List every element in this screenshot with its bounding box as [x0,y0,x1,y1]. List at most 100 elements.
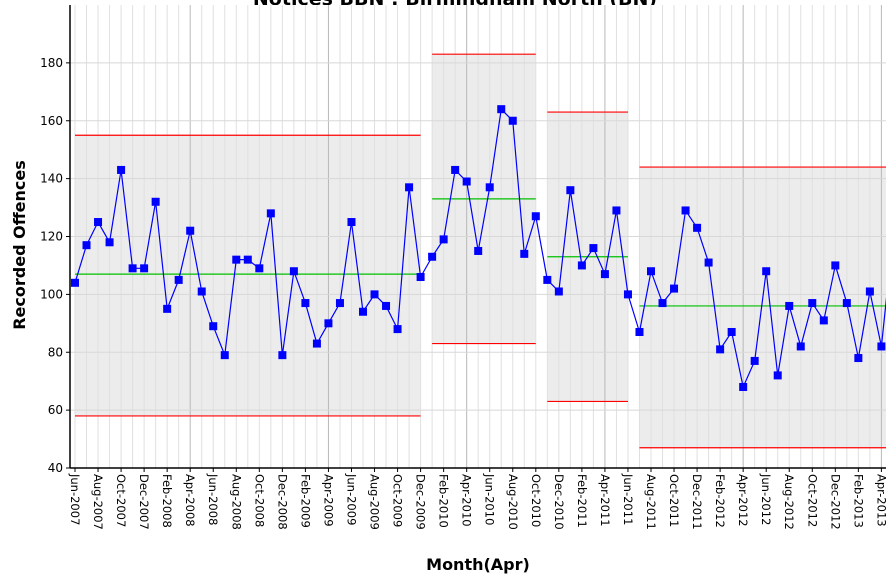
data-point [255,264,264,273]
x-tick-label: Aug-2007 [91,474,105,530]
x-tick-label: Oct-2009 [391,474,405,527]
data-point [405,183,414,192]
x-tick-label: Oct-2012 [805,474,819,527]
data-point [739,382,748,391]
data-point [693,223,702,232]
data-point [117,165,126,174]
x-tick-label: Jun-2007 [68,473,82,525]
data-point [428,252,437,261]
data-point [416,273,425,282]
data-point [128,264,137,273]
x-tick-label: Aug-2010 [506,474,520,530]
data-point [324,319,333,328]
data-point [347,218,356,227]
x-tick-label: Oct-2011 [667,474,681,527]
data-point [209,322,218,331]
data-point [462,177,471,186]
data-point [508,116,517,125]
data-point [82,241,91,250]
y-tick-label: 180 [40,56,63,70]
x-tick-label: Feb-2012 [713,474,727,528]
x-tick-label: Jun-2008 [206,473,220,525]
data-point [566,186,575,195]
data-point [543,275,552,284]
data-point [716,345,725,354]
data-point [140,264,149,273]
data-point [312,339,321,348]
data-point [243,255,252,264]
data-point [186,226,195,235]
data-point [704,258,713,267]
x-tick-label: Jun-2011 [621,473,635,525]
x-tick-label: Apr-2009 [321,474,335,527]
x-tick-label: Feb-2013 [851,474,865,528]
data-point [474,246,483,255]
x-tick-label: Apr-2011 [598,474,612,527]
x-tick-label: Aug-2008 [229,474,243,530]
x-tick-label: Feb-2011 [575,474,589,528]
data-point [589,244,598,253]
data-point [727,327,736,336]
data-point [520,249,529,258]
x-tick-label: Aug-2009 [368,474,382,530]
data-point [393,325,402,334]
x-tick-label: Dec-2011 [690,474,704,530]
data-point [647,267,655,276]
data-point [796,342,805,351]
y-tick-label: 60 [48,403,63,417]
data-point [842,299,851,308]
y-axis-title: Recorded Offences [10,160,29,330]
data-point [220,351,229,360]
y-tick-label: 40 [48,461,63,475]
x-tick-label: Feb-2009 [298,474,312,528]
data-point [819,316,828,325]
x-tick-label: Dec-2010 [552,474,566,530]
data-point [635,327,644,336]
data-point [335,299,344,308]
x-tick-label: Oct-2008 [252,474,266,527]
data-point [773,371,782,380]
x-tick-label: Apr-2012 [736,474,750,527]
data-point [382,301,391,310]
data-point [278,351,287,360]
x-tick-label: Dec-2008 [275,474,289,530]
x-tick-label: Apr-2008 [183,474,197,527]
x-tick-label: Oct-2007 [114,474,128,527]
data-point [163,304,172,313]
data-point [577,261,586,270]
y-tick-label: 160 [40,114,63,128]
y-tick-label: 80 [48,345,63,359]
x-tick-label: Aug-2012 [782,474,796,530]
data-point [658,299,667,308]
data-point [531,212,540,221]
data-point [289,267,298,276]
data-point [359,307,367,316]
x-tick-label: Jun-2010 [483,473,497,525]
data-point [831,261,840,270]
data-point [485,183,494,192]
y-tick-label: 140 [40,172,63,186]
data-point [94,218,103,227]
data-point [266,209,275,218]
data-point [451,165,460,174]
data-point [151,197,160,206]
x-tick-label: Dec-2009 [414,474,428,530]
data-point [600,270,609,279]
data-point [785,301,794,310]
x-tick-label: Apr-2013 [874,474,886,527]
y-tick-label: 120 [40,230,63,244]
data-point [439,235,448,244]
data-point [762,267,771,276]
x-tick-label: Oct-2010 [529,474,543,527]
data-point [232,255,241,264]
data-point [623,290,632,299]
data-point [554,287,563,296]
x-tick-label: Feb-2008 [160,474,174,528]
data-point [854,354,863,363]
x-tick-label: Jun-2009 [344,473,358,525]
data-point [174,275,183,284]
data-point [681,206,690,215]
x-tick-label: Dec-2012 [828,474,842,530]
data-point [670,284,679,293]
